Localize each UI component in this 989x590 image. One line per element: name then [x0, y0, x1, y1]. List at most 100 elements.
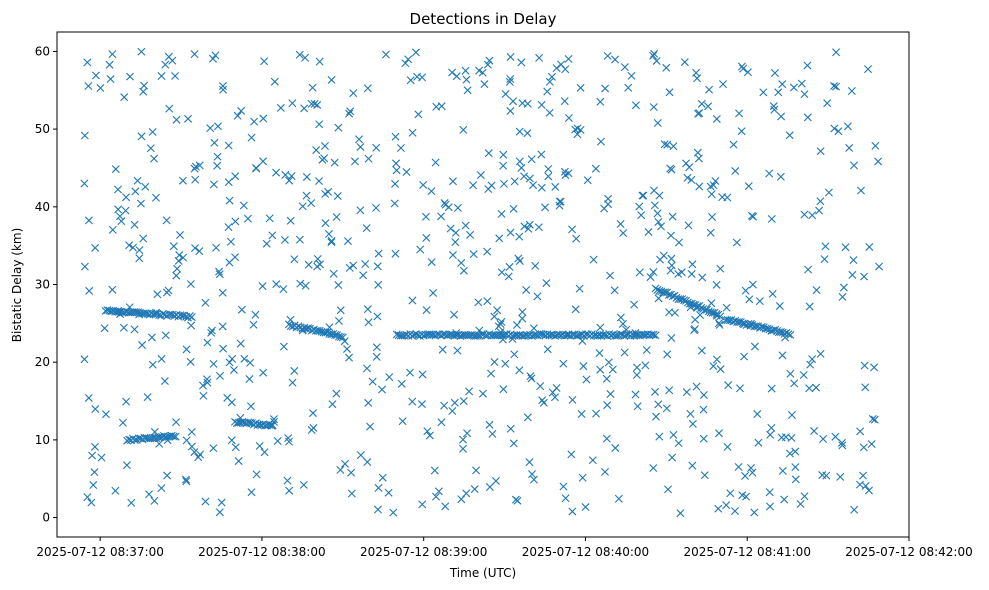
- data-point: [506, 228, 515, 237]
- data-point: [201, 298, 210, 307]
- data-point: [427, 187, 436, 196]
- data-point: [699, 434, 708, 443]
- data-point: [334, 281, 343, 290]
- data-point: [308, 83, 317, 92]
- data-point: [211, 51, 220, 60]
- data-point: [418, 73, 427, 82]
- data-point: [408, 397, 417, 406]
- data-point: [432, 102, 441, 111]
- data-point: [732, 238, 741, 247]
- y-tick-label: 60: [35, 44, 50, 58]
- data-point: [207, 326, 216, 335]
- data-point: [327, 236, 336, 245]
- data-point: [185, 312, 194, 321]
- data-point: [741, 471, 750, 480]
- data-point: [179, 253, 188, 262]
- data-point: [100, 324, 109, 333]
- data-point: [525, 220, 534, 229]
- data-point: [712, 310, 721, 319]
- data-point: [483, 297, 492, 306]
- data-point: [796, 499, 805, 508]
- data-point: [576, 83, 585, 92]
- data-point: [268, 421, 277, 430]
- data-point: [131, 187, 140, 196]
- data-point: [398, 417, 407, 426]
- data-point: [662, 404, 671, 413]
- y-axis-ticks: 0 10 20 30 40 50 60: [35, 44, 57, 525]
- data-point: [330, 158, 339, 167]
- data-point: [325, 323, 334, 332]
- data-point: [660, 140, 669, 149]
- data-point: [96, 84, 105, 93]
- data-point: [608, 365, 617, 374]
- data-point: [212, 243, 221, 252]
- data-point: [695, 109, 704, 118]
- data-point: [596, 365, 605, 374]
- data-point: [739, 64, 748, 73]
- data-point: [635, 202, 644, 211]
- data-point: [515, 366, 524, 375]
- data-point: [372, 343, 381, 352]
- data-point: [787, 411, 796, 420]
- data-point: [575, 284, 584, 293]
- data-point: [260, 448, 269, 457]
- data-point: [378, 385, 386, 394]
- data-point: [573, 124, 582, 133]
- data-point: [290, 366, 299, 375]
- data-point: [644, 227, 653, 236]
- data-point: [321, 219, 330, 228]
- data-point: [80, 179, 89, 188]
- data-point: [168, 310, 177, 319]
- data-point: [692, 382, 701, 391]
- data-point: [785, 449, 794, 458]
- data-point: [669, 142, 678, 151]
- data-point: [714, 504, 723, 513]
- data-point: [384, 488, 393, 497]
- data-point: [137, 132, 146, 141]
- data-point: [202, 375, 211, 384]
- data-point: [674, 238, 683, 247]
- data-point: [184, 114, 193, 123]
- data-point: [332, 389, 341, 398]
- data-point: [652, 56, 661, 65]
- data-point: [770, 69, 779, 78]
- data-point: [143, 393, 152, 402]
- data-point: [346, 107, 355, 116]
- data-point: [150, 154, 159, 163]
- data-point: [327, 75, 336, 84]
- data-point: [153, 290, 162, 299]
- data-point: [268, 231, 277, 240]
- x-tick-label: 2025-07-12 08:38:00: [198, 545, 325, 559]
- data-point: [737, 127, 746, 136]
- data-point: [307, 426, 316, 435]
- data-point: [472, 466, 481, 475]
- data-point: [604, 358, 613, 367]
- data-point: [789, 83, 798, 92]
- data-point: [140, 81, 149, 90]
- data-point: [414, 110, 423, 119]
- data-point: [301, 281, 310, 290]
- data-point: [281, 170, 290, 179]
- data-point: [287, 172, 296, 181]
- data-point: [544, 164, 553, 173]
- data-point: [270, 77, 279, 86]
- data-point: [746, 464, 755, 472]
- data-point: [800, 210, 809, 219]
- data-point: [108, 285, 117, 294]
- data-point: [501, 359, 510, 368]
- data-point: [589, 255, 598, 264]
- data-point: [659, 288, 668, 297]
- data-point: [655, 191, 664, 200]
- data-point: [712, 355, 721, 364]
- data-point: [547, 72, 556, 81]
- data-point: [429, 288, 438, 297]
- data-point: [427, 258, 436, 267]
- data-point: [805, 302, 814, 311]
- data-point: [119, 323, 128, 332]
- data-point: [845, 143, 854, 152]
- data-point: [111, 165, 120, 174]
- data-point: [302, 324, 311, 333]
- data-point: [309, 409, 317, 418]
- data-point: [259, 157, 268, 166]
- data-point: [674, 439, 683, 448]
